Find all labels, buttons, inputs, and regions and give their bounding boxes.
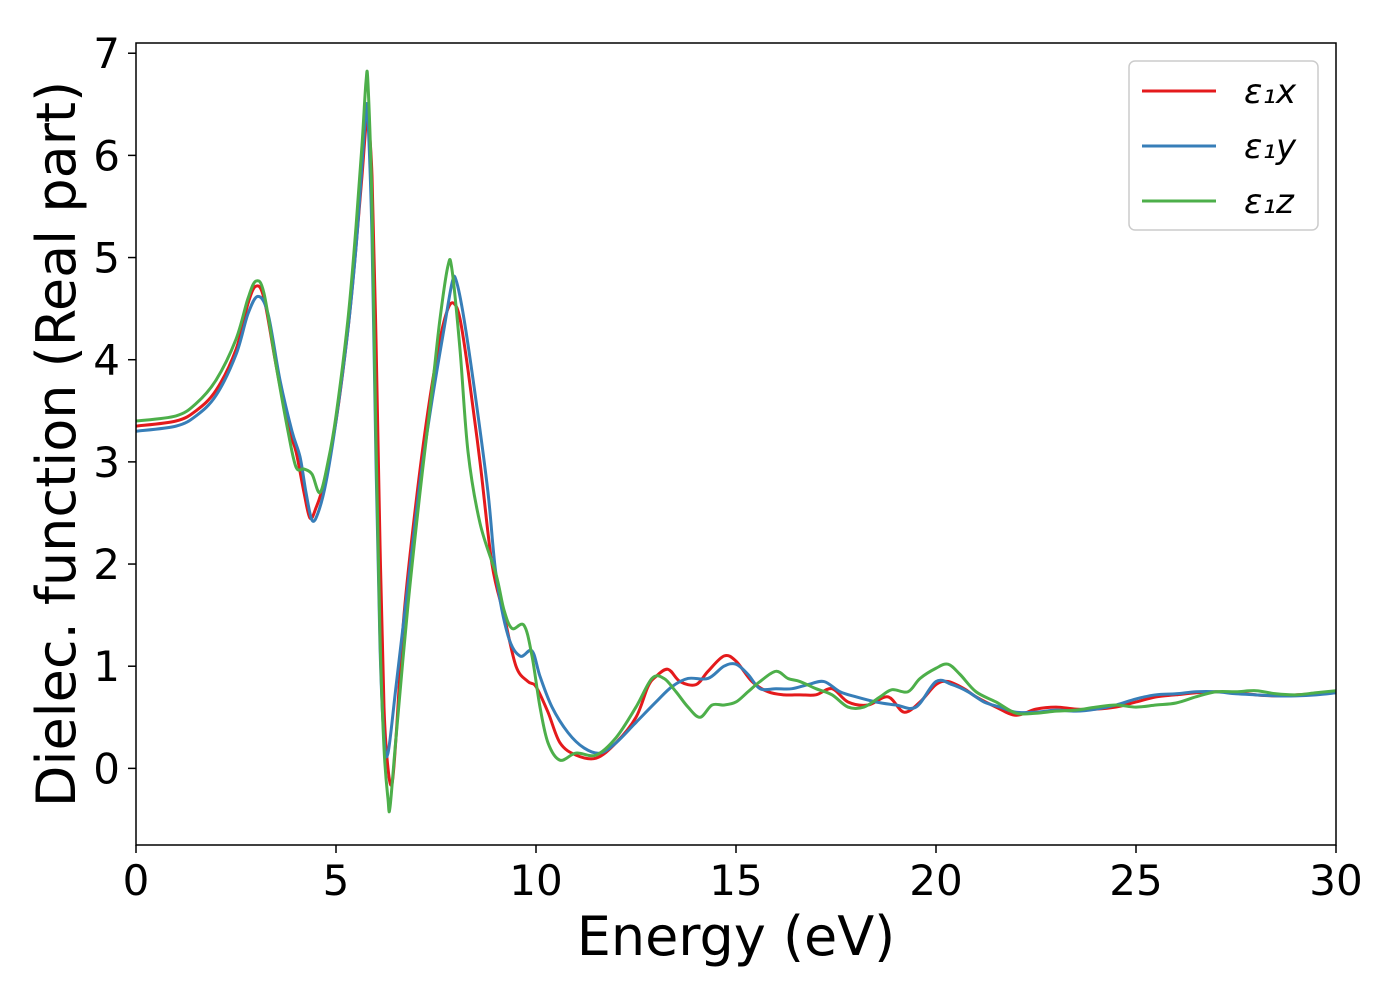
y-tick-label: 0 [93,744,120,793]
x-tick-label: 5 [323,856,350,905]
x-tick-label: 0 [123,856,150,905]
legend-label: ε₁z [1244,182,1295,222]
legend-box [1128,60,1319,231]
legend-label: ε₁y [1244,127,1297,167]
x-tick-label: 10 [509,856,562,905]
y-axis-label: Dielec. function (Real part) [25,81,88,807]
legend-label: ε₁x [1244,72,1297,112]
y-tick-label: 1 [93,642,120,691]
x-tick-label: 15 [709,856,762,905]
y-tick-label: 4 [93,336,120,385]
series-line-3 [136,69,1336,814]
x-axis-ticks: 0 5 10 15 20 25 30 [123,845,1363,905]
y-axis-ticks: 0 1 2 3 4 5 6 7 [93,29,136,793]
y-tick-label: 6 [93,131,120,180]
y-tick-label: 3 [93,438,120,487]
legend: ε₁x ε₁y ε₁z [1128,60,1319,231]
x-axis-label: Energy (eV) [577,905,896,968]
y-tick-label: 7 [93,29,120,78]
x-tick-label: 20 [909,856,962,905]
y-tick-label: 2 [93,540,120,589]
y-tick-label: 5 [93,234,120,283]
x-tick-label: 30 [1309,856,1362,905]
x-tick-label: 25 [1109,856,1162,905]
series-layer [136,69,1336,814]
